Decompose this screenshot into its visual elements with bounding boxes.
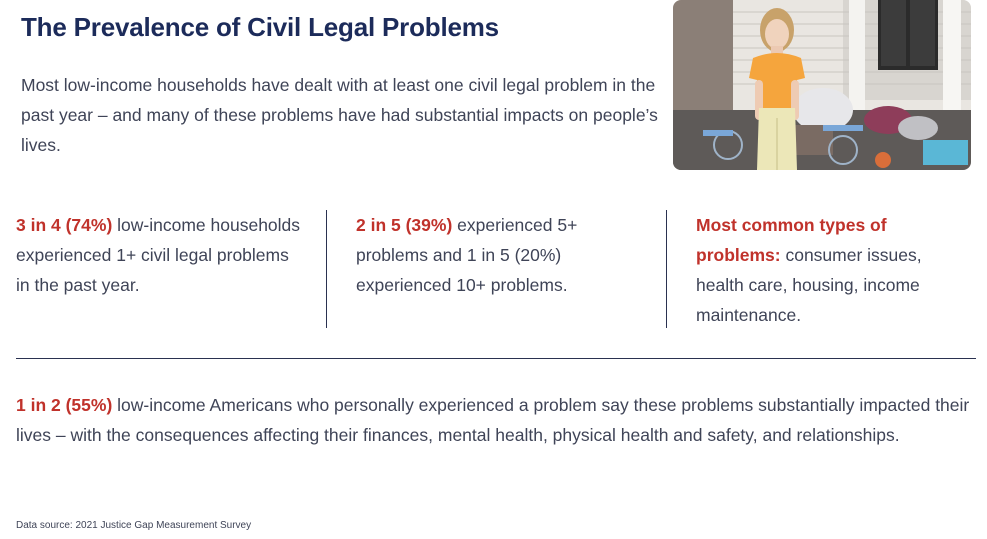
vertical-divider (666, 210, 667, 328)
page-title: The Prevalence of Civil Legal Problems (21, 12, 499, 42)
intro-paragraph: Most low-income households have dealt wi… (21, 75, 658, 155)
child-photo (673, 0, 971, 170)
stat-households: 3 in 4 (74%) low-income households exper… (16, 210, 306, 300)
data-source: Data source: 2021 Justice Gap Measuremen… (16, 520, 252, 531)
stat-highlight: 3 in 4 (74%) (16, 215, 113, 235)
impact-highlight: 1 in 2 (55%) (16, 395, 113, 415)
stat-text: experienced 5+ problems and 1 in 5 (20%)… (356, 215, 578, 295)
stat-text: low-income households experienced 1+ civ… (16, 215, 301, 295)
stat-highlight: Most common types of problems: (696, 215, 887, 265)
stat-multiple-problems: 2 in 5 (39%) experienced 5+ problems and… (356, 210, 646, 300)
impact-text: low-income Americans who personally expe… (16, 395, 970, 445)
vertical-divider (326, 210, 327, 328)
stat-text: consumer issues, health care, housing, i… (696, 245, 922, 325)
stat-highlight: 2 in 5 (39%) (356, 215, 453, 235)
impact-paragraph: 1 in 2 (55%) low-income Americans who pe… (16, 390, 971, 450)
stat-common-types: Most common types of problems: consumer … (696, 210, 966, 330)
horizontal-divider (16, 358, 976, 359)
